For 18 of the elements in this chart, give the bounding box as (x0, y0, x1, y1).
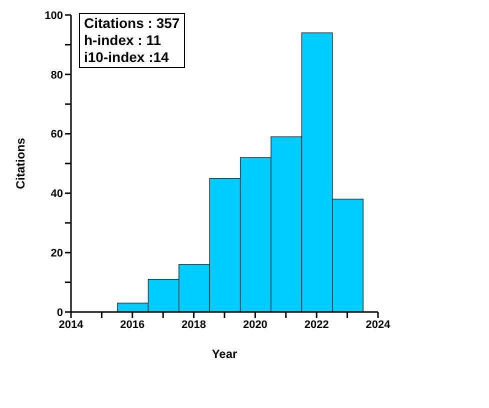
annotation: i10-index :14 (84, 49, 170, 66)
x-axis-title: Year (212, 347, 238, 361)
y-axis-title: Citations (13, 138, 28, 190)
x-tick-label: 2018 (182, 318, 206, 331)
y-tick-label: 40 (50, 188, 63, 200)
x-tick-label: 2016 (120, 318, 145, 331)
x-tick-label: 2020 (242, 318, 268, 331)
annotation: h-index : 11 (84, 32, 162, 49)
y-tick-label: 0 (56, 306, 63, 319)
note-box: Citations : 357 h-index : 11 i10-index :14 (79, 13, 185, 68)
y-tick-label: 20 (50, 248, 63, 260)
y-tick-label: 80 (50, 69, 63, 82)
x-tick-label: 2022 (304, 318, 329, 331)
x-tick-label: 2014 (58, 318, 84, 331)
y-tick-label: 100 (44, 10, 63, 22)
x-tick-label: 2024 (366, 318, 392, 331)
y-tick-label: 60 (50, 128, 63, 141)
annotation: Citations : 357 (84, 15, 180, 32)
